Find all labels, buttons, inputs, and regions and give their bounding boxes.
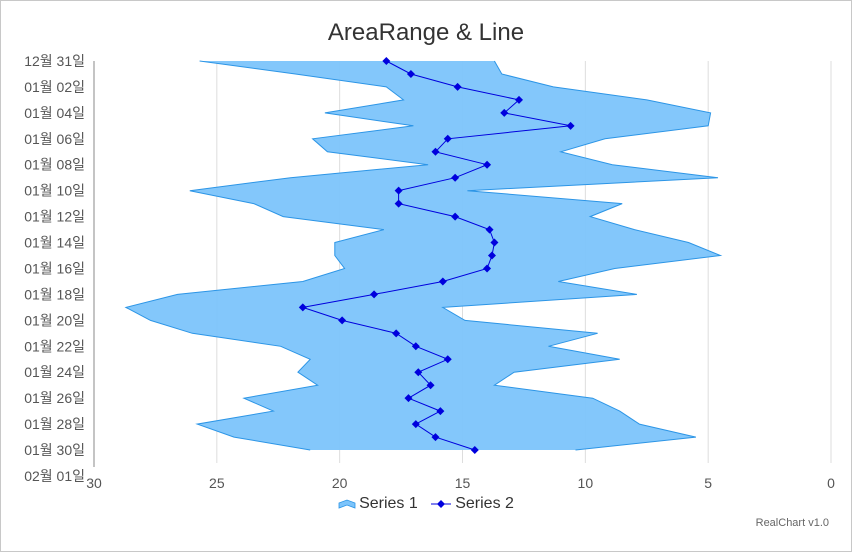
category-tick-label: 01월 06일 <box>24 131 85 147</box>
chart-legend: Series 1 Series 2 <box>1 495 851 515</box>
category-tick-label: 01월 24일 <box>24 364 85 380</box>
category-tick-label: 01월 16일 <box>24 260 85 276</box>
legend-label-series-2: Series 2 <box>455 495 514 512</box>
category-tick-label: 01월 14일 <box>24 235 85 251</box>
category-tick-label: 01월 30일 <box>24 442 85 458</box>
value-tick-label: 10 <box>578 475 594 491</box>
category-tick-label: 01월 12일 <box>24 209 85 225</box>
series-2-point <box>406 69 415 78</box>
series-2-point <box>394 186 403 195</box>
legend-item-series-1[interactable]: Series 1 <box>338 495 418 513</box>
value-tick-label: 30 <box>86 475 102 491</box>
series-2-point <box>483 160 492 169</box>
value-tick-label: 0 <box>827 475 835 491</box>
range-area <box>125 61 721 450</box>
series-2-point <box>394 199 403 208</box>
category-tick-label: 02월 01일 <box>24 468 85 484</box>
value-tick-label: 5 <box>704 475 712 491</box>
category-tick-label: 01월 26일 <box>24 390 85 406</box>
series-2-point <box>392 329 401 338</box>
series-2-point <box>431 433 440 442</box>
category-tick-label: 01월 10일 <box>24 183 85 199</box>
series-2-point <box>485 225 494 234</box>
range-high-line <box>124 60 429 451</box>
series-2-point <box>487 251 496 260</box>
series-2-point <box>453 82 462 91</box>
series-2-point <box>298 303 307 312</box>
series-2-point <box>382 57 391 65</box>
category-tick-label: 01월 18일 <box>24 286 85 302</box>
value-tick-label: 25 <box>209 475 225 491</box>
area-range-legend-icon <box>338 499 356 509</box>
value-tick-label: 20 <box>332 475 348 491</box>
category-tick-label: 01월 28일 <box>24 416 85 432</box>
series-2-point <box>566 121 575 130</box>
series-2-point <box>500 108 509 117</box>
range-low-line <box>441 60 723 451</box>
series-2-point <box>414 368 423 377</box>
credit-text: RealChart v1.0 <box>755 517 829 529</box>
category-tick-label: 12월 31일 <box>24 53 85 69</box>
line-marker-legend-icon <box>431 500 452 508</box>
category-tick-label: 01월 08일 <box>24 157 85 173</box>
series-2-point <box>451 173 460 182</box>
legend-item-series-2[interactable]: Series 2 <box>430 495 514 513</box>
series-2-point <box>338 316 347 325</box>
series-2-point <box>470 446 479 455</box>
series-2-point <box>438 277 447 286</box>
series-2-point <box>404 394 413 403</box>
category-tick-label: 01월 22일 <box>24 338 85 354</box>
category-tick-label: 01월 02일 <box>24 79 85 95</box>
series-2-point <box>443 355 452 364</box>
series-2-point <box>483 264 492 273</box>
legend-label-series-1: Series 1 <box>359 495 418 512</box>
series-2-point <box>370 290 379 299</box>
value-tick-label: 15 <box>455 475 471 491</box>
series-2-point <box>411 420 420 429</box>
series-2-point <box>515 95 524 104</box>
category-tick-label: 01월 20일 <box>24 312 85 328</box>
chart-title: AreaRange & Line <box>327 19 525 46</box>
series-2-point <box>411 342 420 351</box>
series-2-point <box>436 407 445 416</box>
category-tick-label: 01월 04일 <box>24 105 85 121</box>
series-2-point <box>431 147 440 156</box>
series-2-point <box>451 212 460 221</box>
series-2-point <box>426 381 435 390</box>
series-2-point <box>490 238 499 247</box>
series-2-point <box>443 134 452 143</box>
